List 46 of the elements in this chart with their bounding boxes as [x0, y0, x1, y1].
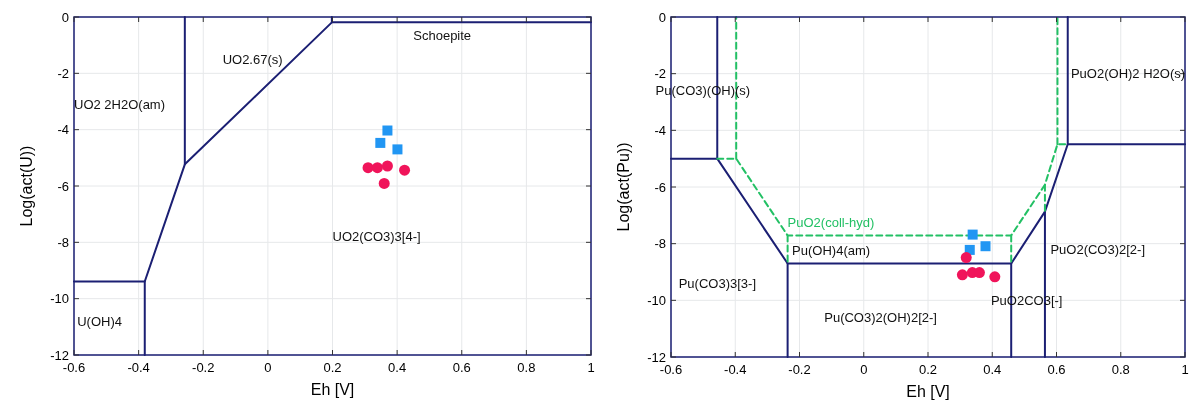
y-tick-label: -4 [57, 122, 69, 138]
y-tick-label: -8 [57, 234, 69, 250]
y-tick-label: 0 [658, 9, 666, 25]
annotation: Pu(CO3)2(OH)2[2-] [824, 309, 937, 325]
annotation: U(OH)4 [77, 313, 123, 329]
x-tick-label: 0.2 [918, 362, 938, 377]
x-tick-label: 1 [587, 360, 595, 375]
y-tick-label: -6 [57, 178, 69, 194]
x-tick-label: -0.6 [659, 362, 683, 377]
annotation: UO2.67(s) [222, 51, 283, 67]
annotation: UO2(CO3)3[4-] [332, 229, 421, 245]
x-tick-label: 0.6 [452, 360, 471, 375]
y-tick-label: -12 [50, 347, 69, 363]
annotation: Pu(OH)4(am) [792, 243, 871, 259]
annotation: UO2 2H2O(am) [74, 96, 166, 112]
x-axis-title: Eh [V] [906, 383, 950, 400]
x-tick-label: 0.4 [388, 360, 407, 375]
annotation: Pu(CO3)3[3-] [678, 275, 757, 291]
x-tick-label: 0.8 [517, 360, 536, 375]
y-tick-label: -10 [647, 292, 666, 308]
x-tick-label: 0.2 [323, 360, 342, 375]
y-tick-label: -10 [50, 291, 69, 307]
x-tick-label: 0.4 [983, 362, 1002, 377]
y-tick-label: -8 [654, 236, 666, 252]
series-label: PuO2(coll-hyd) [787, 215, 875, 231]
x-tick-label: -0.2 [788, 362, 811, 377]
y-tick-label: -2 [57, 65, 69, 81]
annotation: Schoepite [413, 27, 472, 43]
y-axis-title: Log(act(U)) [18, 145, 35, 227]
x-tick-label: -0.6 [62, 360, 86, 375]
x-tick-label: -0.4 [127, 360, 150, 375]
x-tick-label: 0.6 [1047, 362, 1066, 377]
y-axis-title: Log(act(Pu)) [615, 142, 632, 232]
x-tick-label: -0.4 [724, 362, 747, 377]
x-tick-label: 0 [860, 362, 868, 377]
y-tick-label: -2 [654, 66, 666, 82]
y-tick-label: -6 [654, 179, 666, 195]
x-tick-label: 0 [264, 360, 272, 375]
y-tick-label: -12 [647, 349, 666, 365]
x-axis-title: Eh [V] [310, 381, 355, 398]
y-tick-label: 0 [61, 9, 69, 25]
x-tick-label: 0.8 [1111, 362, 1130, 377]
x-tick-label: 1 [1181, 362, 1189, 377]
annotation: PuO2(CO3)2[2-] [1050, 241, 1146, 257]
x-tick-label: -0.2 [192, 360, 215, 375]
y-tick-label: -4 [654, 122, 666, 138]
